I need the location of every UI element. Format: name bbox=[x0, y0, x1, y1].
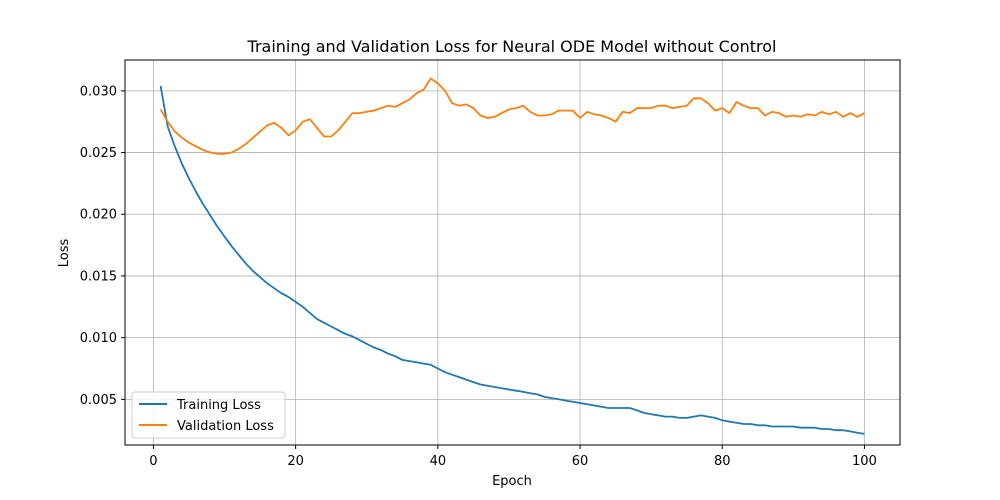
y-axis-ticks: 0.005 0.010 0.015 0.020 0.025 0.030 bbox=[80, 84, 125, 408]
y-tick-label: 0.030 bbox=[80, 84, 117, 99]
chart-title: Training and Validation Loss for Neural … bbox=[247, 37, 777, 56]
x-axis-label: Epoch bbox=[492, 474, 532, 489]
x-tick-label: 0 bbox=[149, 454, 157, 469]
y-gridlines bbox=[125, 90, 900, 400]
y-tick-label: 0.005 bbox=[80, 393, 117, 408]
legend-label-training: Training Loss bbox=[176, 398, 261, 413]
x-tick-label: 100 bbox=[852, 454, 877, 469]
y-tick-label: 0.025 bbox=[80, 146, 117, 161]
x-tick-label: 20 bbox=[287, 454, 304, 469]
x-gridlines bbox=[153, 60, 865, 445]
y-axis-label: Loss bbox=[57, 239, 72, 268]
y-tick-label: 0.015 bbox=[80, 269, 117, 284]
y-tick-label: 0.010 bbox=[80, 331, 117, 346]
x-axis-ticks: 0 20 40 60 80 100 bbox=[149, 445, 877, 469]
legend-label-validation: Validation Loss bbox=[177, 419, 274, 434]
series-lines bbox=[159, 77, 865, 435]
x-tick-label: 40 bbox=[430, 454, 447, 469]
y-tick-label: 0.020 bbox=[80, 208, 117, 223]
plot-frame bbox=[124, 59, 901, 446]
x-tick-label: 60 bbox=[572, 454, 589, 469]
training-loss-line bbox=[159, 85, 865, 435]
x-tick-label: 80 bbox=[714, 454, 731, 469]
validation-loss-line bbox=[159, 77, 865, 155]
legend: Training Loss Validation Loss bbox=[131, 391, 286, 439]
legend-box bbox=[131, 391, 286, 439]
